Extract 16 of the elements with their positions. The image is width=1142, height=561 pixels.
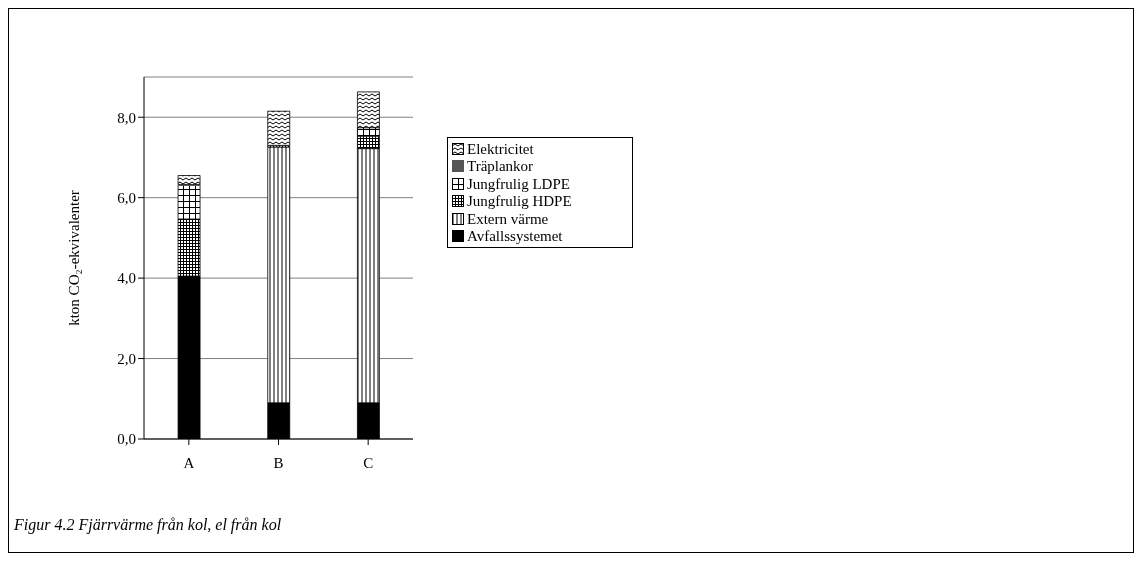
y-tick-label: 8,0	[117, 109, 136, 126]
y-tick-label: 0,0	[117, 431, 136, 448]
legend-label: Elektricitet	[467, 139, 534, 158]
legend-label: Extern värme	[467, 209, 549, 228]
text: Figur 4.2 Fjärrvärme från kol, el från kol	[14, 516, 282, 534]
y-tick-label: 4,0	[117, 270, 136, 287]
legend-label: Jungfrulig LDPE	[467, 174, 570, 193]
legend-label: Träplankor	[467, 157, 534, 176]
y-axis-title: kton CO₂-ekvivalenter	[66, 190, 83, 326]
x-tick-label: B	[273, 454, 284, 471]
legend-label: Avfallssystemet	[467, 227, 563, 246]
y-tick-label: 6,0	[117, 189, 136, 206]
x-tick-label: C	[363, 454, 374, 471]
y-tick-label: 2,0	[117, 350, 136, 367]
x-tick-label: A	[183, 454, 195, 471]
legend-label: Jungfrulig HDPE	[467, 192, 572, 211]
